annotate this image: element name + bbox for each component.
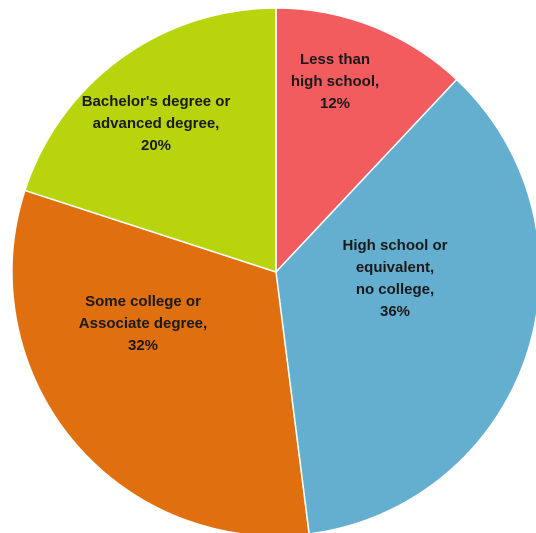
pie-slice-0 bbox=[275, 7, 458, 274]
pie-slice-label-line: High school or bbox=[343, 237, 448, 254]
pie-slice-label-line: 36% bbox=[380, 303, 410, 320]
pie-slice-label-line: Bachelor's degree or bbox=[82, 93, 231, 110]
pie-slice-label-line: 12% bbox=[320, 95, 350, 112]
pie-slice-label-line: Some college or bbox=[85, 293, 201, 310]
pie-slice-label-line: no college, bbox=[356, 281, 434, 298]
pie-slice-3 bbox=[23, 7, 277, 274]
pie-labels: Less than high school, 12% High school or eq… bbox=[79, 51, 448, 354]
pie-slice-label-1: High school or equivalent, no college, 36% bbox=[343, 237, 448, 320]
pie-slice-label-line: high school, bbox=[291, 73, 379, 90]
pie-slice-2 bbox=[11, 189, 310, 533]
pie-slice-label-3: Bachelor's degree or advanced degree, 20% bbox=[82, 93, 231, 154]
pie-slice-label-line: 32% bbox=[128, 337, 158, 354]
pie-slice-label-line: Less than bbox=[300, 51, 370, 68]
pie-slice-label-line: advanced degree, bbox=[93, 115, 220, 132]
pie-slices bbox=[11, 7, 536, 533]
pie-slice-label-line: 20% bbox=[141, 137, 171, 154]
pie-slice-label-line: Associate degree, bbox=[79, 315, 207, 332]
pie-slice-label-2: Some college or Associate degree, 32% bbox=[79, 293, 207, 354]
pie-slice-1 bbox=[275, 78, 536, 533]
pie-slice-label-0: Less than high school, 12% bbox=[291, 51, 379, 112]
pie-slice-label-line: equivalent, bbox=[356, 259, 434, 276]
